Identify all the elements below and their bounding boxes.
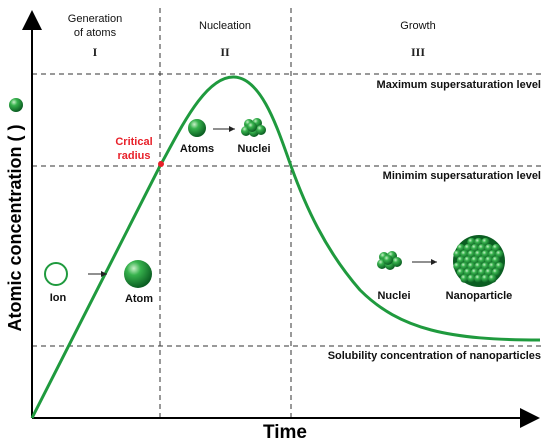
nanoparticle-sphere (484, 268, 494, 277)
nanoparticle-sphere (474, 237, 483, 247)
nanoparticle-sphere (474, 262, 483, 271)
nanoparticle-sphere (467, 250, 476, 259)
nanoparticle-sphere (488, 274, 497, 283)
critical-label-line2: radius (117, 150, 150, 162)
stage-3-title: Growth (400, 20, 435, 32)
atoms-icon (188, 119, 206, 137)
ion-icon (44, 262, 68, 286)
nanoparticle-sphere (470, 244, 480, 253)
nanoparticle-sphere (474, 250, 483, 259)
nanoparticle-sphere (481, 274, 490, 283)
nanoparticle-sphere (477, 268, 487, 277)
nanoparticle-sphere (481, 262, 490, 271)
stage-3-numeral: III (411, 45, 425, 59)
stage-1-title-line2: of atoms (74, 27, 117, 39)
nanoparticle-label: Nanoparticle (446, 290, 513, 302)
nanoparticle-sphere (488, 250, 497, 259)
nanoparticle-sphere (460, 262, 469, 271)
nanoparticle-sphere (495, 250, 504, 259)
nanoparticle-sphere (484, 244, 494, 253)
stage-1-numeral: I (93, 45, 98, 59)
nanoparticle-sphere (456, 244, 466, 253)
critical-radius-point (158, 161, 164, 167)
nanoparticle-sphere (488, 262, 497, 271)
stage-2-title: Nucleation (199, 20, 251, 32)
ion-label: Ion (50, 292, 67, 304)
y-axis-title: Atomic concentration ( ) (5, 124, 25, 331)
critical-label-line1: Critical (115, 136, 152, 148)
atom-symbol-icon (9, 98, 23, 112)
nanoparticle-icon (453, 235, 505, 287)
nanoparticle-sphere (481, 237, 490, 247)
max-level-label: Maximum supersaturation level (377, 79, 541, 91)
atom-icon (124, 260, 152, 288)
nanoparticle-sphere (481, 250, 490, 259)
nanoparticle-sphere (491, 268, 501, 277)
nanoparticle-sphere (467, 274, 476, 283)
min-level-label: Minimim supersaturation level (383, 170, 541, 182)
nanoparticle-sphere (474, 274, 483, 283)
nanoparticle-sphere (456, 268, 466, 277)
nanoparticle-sphere (463, 268, 473, 277)
x-axis-title: Time (263, 422, 307, 442)
nanoparticle-sphere (460, 250, 469, 259)
nanoparticle-sphere (453, 262, 462, 271)
growth-nuclei-icon (377, 251, 402, 270)
stage-2-numeral: II (220, 45, 230, 59)
nanoparticle-sphere (453, 250, 462, 259)
atoms-label: Atoms (180, 143, 214, 155)
nanoparticle-sphere (467, 262, 476, 271)
solubility-level-label: Solubility concentration of nanoparticle… (328, 350, 541, 362)
stage-1-title-line1: Generation (68, 13, 122, 25)
nuclei-label-growth: Nuclei (377, 290, 410, 302)
nuclei-label-nucleation: Nuclei (237, 143, 270, 155)
nanoparticle-sphere (463, 244, 473, 253)
nanoparticle-sphere (495, 262, 504, 271)
nanoparticle-sphere (460, 274, 469, 283)
atom-label: Atom (125, 293, 153, 305)
nanoparticle-sphere (467, 237, 476, 247)
nuclei-cluster-icon (241, 118, 266, 137)
concentration-curve (30, 75, 541, 419)
nanoparticle-sphere (477, 244, 487, 253)
nanoparticle-sphere (470, 268, 480, 277)
nanoparticle-sphere (491, 244, 501, 253)
